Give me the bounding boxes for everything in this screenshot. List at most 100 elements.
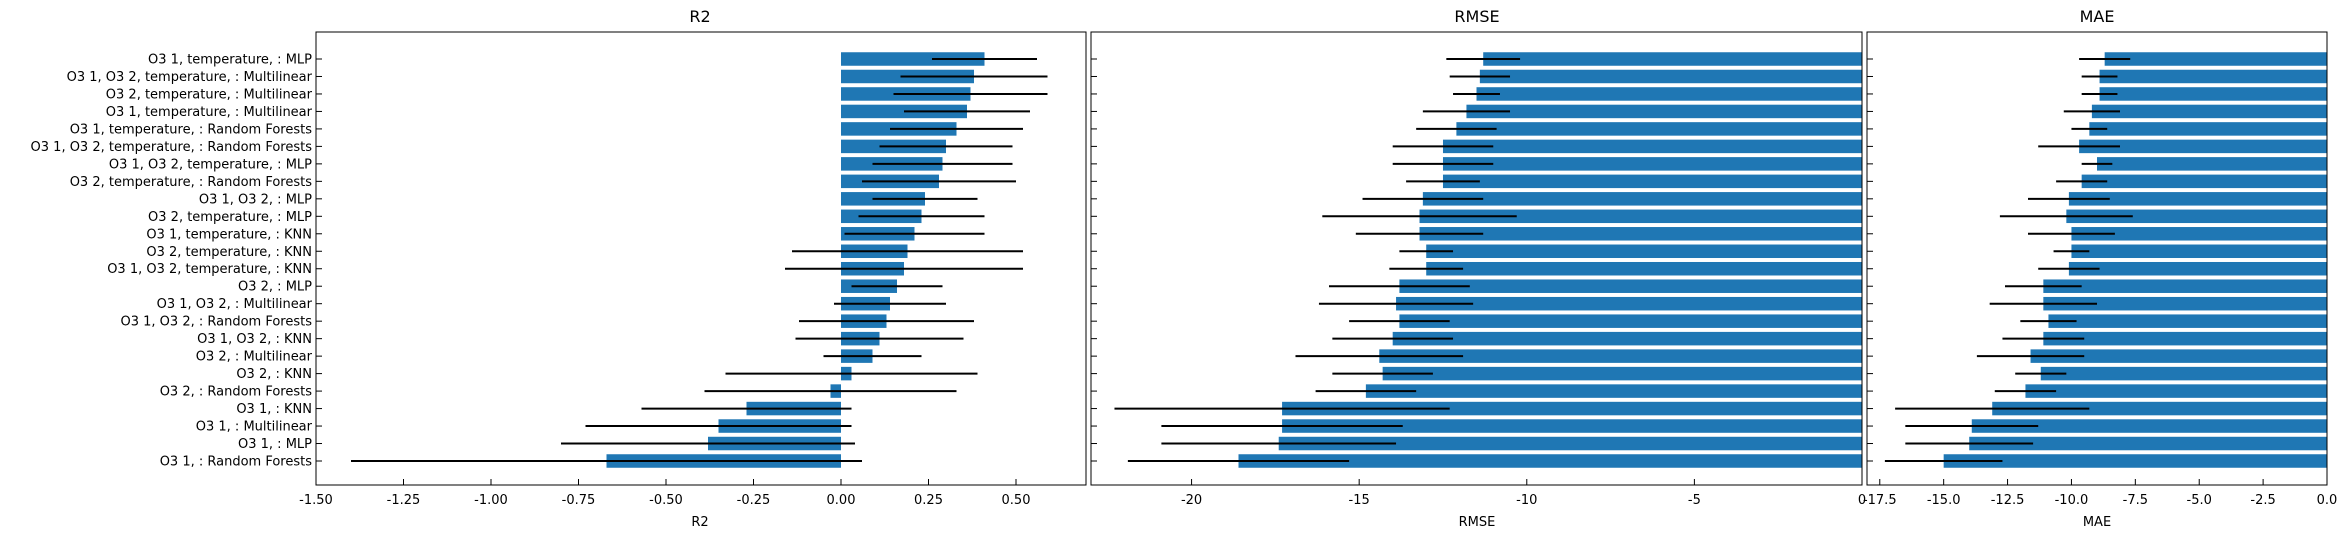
- r2-x-tick-label-2: -1.00: [474, 493, 508, 508]
- r2-x-tick-label-1: -1.25: [387, 493, 421, 508]
- category-label-6: O3 1, O3 2, temperature, : MLP: [109, 157, 312, 172]
- category-label-21: O3 1, : Multilinear: [196, 420, 313, 435]
- mae-bar-20: [1992, 401, 2327, 416]
- mae-bar-8: [2068, 192, 2327, 206]
- category-label-0: O3 1, temperature, : MLP: [148, 53, 312, 68]
- mae-bar-10: [2071, 227, 2327, 241]
- rmse-bar-21: [1282, 419, 1862, 433]
- r2-x-tick-label-5: -0.25: [737, 493, 771, 508]
- category-label-16: O3 1, O3 2, : KNN: [197, 332, 312, 347]
- mae-bar-23: [1943, 454, 2327, 468]
- mae-x-tick-label-1: -15.0: [1927, 493, 1961, 508]
- category-label-18: O3 2, : KNN: [236, 367, 312, 382]
- rmse-bar-20: [1282, 401, 1862, 416]
- mae-x-tick-label-7: 0.0: [2317, 493, 2337, 508]
- rmse-bar-13: [1399, 279, 1862, 293]
- r2-x-tick-label-3: -0.75: [562, 493, 596, 508]
- mae-x-tick-label-2: -12.5: [1991, 493, 2025, 508]
- mae-bar-6: [2097, 157, 2327, 171]
- category-label-19: O3 2, : Random Forests: [160, 385, 313, 400]
- mae-bar-4: [2089, 122, 2327, 136]
- category-label-8: O3 1, O3 2, : MLP: [199, 192, 312, 207]
- rmse-bar-6: [1442, 157, 1862, 171]
- rmse-panel-title: RMSE: [1454, 7, 1499, 26]
- mae-bar-17: [2030, 349, 2327, 363]
- category-label-9: O3 2, temperature, : MLP: [148, 210, 312, 225]
- mae-bar-22: [1969, 436, 2327, 451]
- r2-plot-area: -1.50 -1.25 -1.00 -0.75 -0.50 -0.25 0.00 0.25 0.…: [31, 31, 1087, 508]
- rmse-bar-23: [1238, 454, 1862, 468]
- mae-plot-area: -17.5 -15.0 -12.5 -10.0 -7.5 -5.0 -2.5 0.0: [1863, 31, 2337, 508]
- category-label-11: O3 2, temperature, : KNN: [146, 245, 312, 260]
- mae-x-tick-label-6: -2.5: [2250, 493, 2275, 508]
- mae-bar-7: [2081, 174, 2327, 189]
- mae-bar-14: [2043, 296, 2327, 311]
- rmse-bar-15: [1399, 314, 1862, 328]
- category-label-23: O3 1, : Random Forests: [160, 455, 313, 470]
- rmse-bar-2: [1476, 87, 1862, 101]
- rmse-x-tick-label-2: -10: [1516, 493, 1537, 508]
- rmse-bar-12: [1426, 261, 1862, 276]
- rmse-x-tick-label-1: -15: [1349, 493, 1370, 508]
- mae-bar-5: [2079, 139, 2327, 154]
- mae-panel: MAE MAE -17.5 -15.0 -12.5 -10.0 -7.5 -5.0 -2.5…: [1863, 7, 2337, 530]
- rmse-bar-3: [1466, 104, 1862, 119]
- rmse-bar-11: [1426, 244, 1862, 259]
- mae-x-axis-label: MAE: [2083, 515, 2111, 530]
- mae-x-tick-label-0: -17.5: [1863, 493, 1897, 508]
- r2-x-tick-label-8: 0.50: [1002, 493, 1031, 508]
- category-label-20: O3 1, : KNN: [236, 402, 312, 417]
- rmse-bar-0: [1483, 52, 1862, 66]
- mae-bar-2: [2099, 87, 2327, 101]
- r2-panel: R2 R2 -1.50 -1.25 -1.00 -0.75 -0.50 -0.25 0.00…: [31, 7, 1087, 530]
- mae-bar-21: [1971, 419, 2327, 433]
- mae-x-tick-label-3: -10.0: [2055, 493, 2089, 508]
- mae-panel-title: MAE: [2080, 7, 2115, 26]
- rmse-bar-1: [1479, 69, 1862, 84]
- category-label-13: O3 2, : MLP: [238, 280, 312, 295]
- category-label-4: O3 1, temperature, : Random Forests: [70, 122, 313, 137]
- rmse-bar-8: [1422, 192, 1862, 206]
- rmse-bar-7: [1442, 174, 1862, 189]
- r2-x-tick-label-0: -1.50: [299, 493, 333, 508]
- mae-bar-15: [2048, 314, 2327, 328]
- mae-axes-frame: [1866, 31, 2328, 486]
- rmse-bar-5: [1442, 139, 1862, 154]
- rmse-bar-4: [1456, 122, 1862, 136]
- category-label-5: O3 1, O3 2, temperature, : Random Forest…: [31, 140, 313, 155]
- category-label-14: O3 1, O3 2, : Multilinear: [157, 297, 313, 312]
- mae-bar-0: [2104, 52, 2327, 66]
- rmse-bar-10: [1419, 227, 1862, 241]
- category-label-22: O3 1, : MLP: [238, 437, 312, 452]
- category-label-10: O3 1, temperature, : KNN: [146, 227, 312, 242]
- rmse-x-tick-label-0: -20: [1181, 493, 1202, 508]
- rmse-panel: RMSE RMSE -20 -15 -10 -5 0: [1090, 7, 1866, 530]
- r2-x-tick-label-6: 0.00: [827, 493, 856, 508]
- mae-bar-3: [2091, 104, 2327, 119]
- rmse-x-tick-label-3: -5: [1688, 493, 1701, 508]
- mae-bar-9: [2066, 209, 2327, 224]
- rmse-bar-19: [1365, 384, 1862, 398]
- mae-bar-18: [2040, 366, 2327, 381]
- rmse-bar-18: [1382, 366, 1862, 381]
- mae-bar-19: [2025, 384, 2327, 398]
- mae-bar-16: [2043, 331, 2327, 346]
- rmse-axes-frame: [1090, 31, 1863, 486]
- category-label-15: O3 1, O3 2, : Random Forests: [121, 315, 313, 330]
- r2-axes-frame: [315, 31, 1087, 486]
- rmse-bar-16: [1392, 331, 1862, 346]
- mae-bar-13: [2043, 279, 2327, 293]
- mae-x-tick-label-5: -5.0: [2187, 493, 2212, 508]
- category-label-3: O3 1, temperature, : Multilinear: [106, 105, 313, 120]
- rmse-bar-9: [1419, 209, 1862, 224]
- r2-bar-0: [841, 52, 985, 66]
- category-label-1: O3 1, O3 2, temperature, : Multilinear: [67, 70, 313, 85]
- category-label-17: O3 2, : Multilinear: [196, 350, 313, 365]
- rmse-bar-17: [1379, 349, 1862, 363]
- mae-bar-12: [2068, 261, 2327, 276]
- rmse-bar-22: [1278, 436, 1862, 451]
- mae-x-tick-label-4: -7.5: [2123, 493, 2148, 508]
- mae-bar-1: [2099, 69, 2327, 84]
- category-label-2: O3 2, temperature, : Multilinear: [106, 87, 313, 102]
